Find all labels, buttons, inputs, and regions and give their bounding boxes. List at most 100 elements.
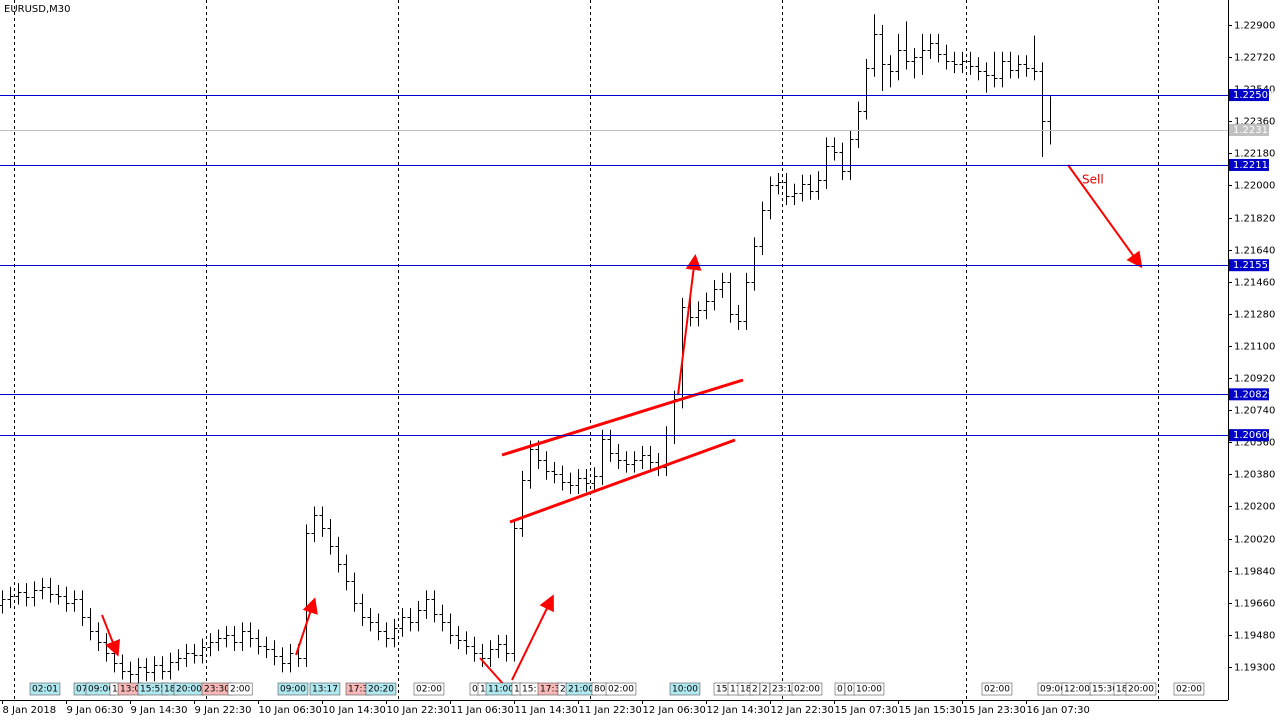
ohlc-bar [359,593,366,626]
ohlc-bar [799,174,806,202]
event-tag-label: 02:00 [1176,685,1202,695]
event-tag-label: 10:00 [672,685,698,695]
event-tag-label: 15:55 [140,685,166,695]
ohlc-bar [239,622,246,651]
ohlc-bar [407,608,414,632]
ohlc-bar [463,631,470,655]
x-tick-label: 11 Jan 14:30 [515,705,578,716]
ohlc-bar [383,622,390,648]
x-tick-label: 12 Jan 22:30 [771,705,834,716]
event-tag-box [1173,682,1205,696]
ohlc-bar [911,48,918,79]
annotations [101,164,1143,687]
event-tag: 2 [749,682,761,696]
event-tag-label: 20:00 [176,685,202,695]
event-tag: 02:00 [791,682,823,696]
arrow [101,614,121,657]
ohlc-bar [903,21,910,70]
level-label-box [1229,124,1269,137]
ohlc-bar [207,633,214,657]
ohlc-bar [527,440,534,489]
arrow [479,657,506,687]
event-tag-label: 23:1 [772,685,792,695]
event-tag: 10:00 [853,682,885,696]
ohlc-bar [447,613,454,644]
ohlc-bar [279,647,286,673]
ohlc-bar [751,237,758,291]
level-label-box [1229,259,1269,272]
event-tag-label: 1 [112,685,118,695]
ohlc-bar [879,24,886,91]
event-tag-label: 15: [522,685,536,695]
ohlc-bar [551,461,558,484]
ohlc-bar [183,643,190,668]
ohlc-bar [631,451,638,473]
y-tick-label: 1.20020 [1234,535,1275,546]
ohlc-bar [863,58,870,120]
event-tag-label: 2 [560,685,566,695]
ohlc-bar [471,636,478,662]
ohlc-bar [1015,55,1022,79]
ohlc-bar [807,174,814,200]
arrow [295,597,318,656]
ohlc-bar [47,577,54,603]
event-tag: 23:1 [769,682,795,696]
ohlc-bar [887,55,894,88]
event-tag: 20:00 [173,682,205,696]
ohlc-bar [71,590,78,612]
ohlc-bar [95,622,102,651]
ohlc-bar [327,518,334,555]
event-tag-label: 18 [164,685,176,695]
level-label: 1.22311 [1233,125,1274,136]
ohlc-bar [423,590,430,619]
event-tag-box [1125,682,1157,696]
event-tag: 02:00 [413,682,445,696]
ohlc-bar [975,57,982,81]
level-label: 1.22507 [1233,90,1274,101]
event-tag-label: 11:00 [488,685,514,695]
ohlc-bar [959,51,966,74]
event-tag-label: 2:00 [230,685,250,695]
ohlc-bar [159,656,166,680]
ohlc-bar [175,649,182,671]
event-tag-box [413,682,445,696]
ohlc-bar [223,625,230,648]
event-tag: 09:00 [277,682,309,696]
event-tag-label: 17:3 [348,685,368,695]
ohlc-bar [591,467,598,493]
ohlc-bar [439,604,446,632]
event-tag-label: 23:30 [204,685,230,695]
y-tick-label: 1.20560 [1234,438,1275,449]
ohlc-bar [135,658,142,684]
ohlc-bar [991,51,998,88]
event-tag-label: 20:00 [1128,685,1154,695]
event-tag-box [853,682,885,696]
event-tag-box [309,682,341,696]
x-tick-label: 15 Jan 15:30 [899,705,962,716]
event-tag: 02:00 [605,682,637,696]
x-tick-label: 12 Jan 14:30 [707,705,770,716]
ohlc-bar [511,518,518,662]
ohlc-bar [543,451,550,480]
ohlc-bar [351,572,358,612]
event-tag-label: 2 [752,685,758,695]
ohlc-bar [247,622,254,648]
ohlc-bar [255,629,262,655]
event-tag-label: 80 [594,685,606,695]
ohlc-bar [191,643,198,664]
x-tick-label: 12 Jan 06:30 [643,705,706,716]
annotation: Sell [1082,173,1104,187]
ohlc-bar [823,137,830,190]
ohlc-bar [143,658,150,682]
event-tag-label: 1 [514,685,520,695]
event-tag: 12:00 [1061,682,1093,696]
ohlc-bar [919,33,926,75]
event-tag-box [791,682,823,696]
ohlc-bar [167,652,174,680]
arrow [677,254,702,396]
event-tag: 15: [519,682,539,696]
ohlc-bar [599,429,606,486]
level-label: 1.21553 [1233,260,1274,271]
ohlc-bar [311,506,318,543]
